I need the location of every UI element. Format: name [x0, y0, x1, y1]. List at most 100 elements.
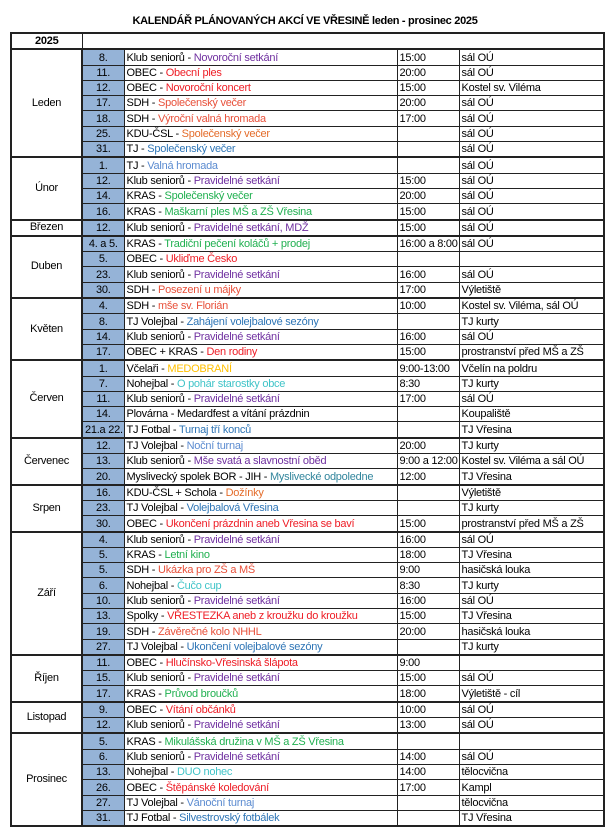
event-title: Turnaj tří konců [178, 423, 251, 436]
place-cell: TJ kurty [458, 499, 605, 517]
organizer: TJ Volejbal [126, 640, 178, 653]
time-cell [396, 125, 460, 143]
event-cell: OBEC - Vítání občánků [123, 700, 398, 719]
place-cell: TJ kurty [458, 436, 605, 455]
time-cell [396, 141, 460, 158]
organizer: Klub seniorů [126, 719, 185, 732]
event-title: Maškarní ples MŠ a ZŠ Vřesina [164, 205, 313, 218]
event-row: 17. KRAS - Průvod broučků 18:00 Výletiště -… [11, 685, 605, 703]
event-title: Myslivecké odpoledne [269, 470, 374, 483]
place-cell: Kostel sv. Viléma [458, 79, 605, 97]
organizer: Klub seniorů [126, 393, 185, 406]
day-cell: 12. [81, 218, 125, 237]
organizer: Klub seniorů [126, 221, 185, 234]
place-cell: sál OÚ [458, 187, 605, 205]
event-cell: KRAS - Maškarní ples MŠ a ZŠ Vřesina [123, 203, 398, 221]
event-row: 30. OBEC - Ukončení prázdnin aneb Vřesina… [11, 515, 605, 532]
organizer: TJ Volejbal [126, 502, 178, 515]
time-cell: 12:00 [396, 468, 460, 486]
event-cell: Klub seniorů - Pravidelné setkání [123, 670, 398, 687]
event-title: Mikulášská družina v MŠ a ZŠ Vřesina [164, 735, 345, 748]
event-cell: Spolky - VŘESTEZKA aneb z kroužku do kro… [123, 607, 398, 625]
place-cell: sál OÚ [458, 670, 605, 687]
event-row: Leden 8. Klub seniorů - Novoroční setkání 1… [10, 48, 605, 158]
event-row: 31. TJ Fotbal - Silvestrovský fotbálek TJ … [11, 809, 605, 827]
time-cell: 14:00 [396, 748, 460, 765]
day-cell: 27. [81, 794, 125, 811]
event-cell: Myslivecký spolek BOR - JIH - Myslivecké… [123, 468, 398, 486]
place-cell: sál OÚ [458, 141, 605, 158]
place-cell: TJ kurty [458, 577, 605, 594]
day-cell: 5. [81, 562, 125, 579]
place-cell: prostranství před MŠ a ZŠ [458, 343, 605, 361]
organizer: KRAS [126, 549, 156, 562]
day-cell: 23. [81, 499, 125, 517]
month-cell: Červenec [10, 436, 83, 486]
day-cell: 8. [81, 48, 125, 66]
events-calendar-table: 2025 Leden 8. Klub seniorů - Novoroční set… [10, 32, 605, 828]
event-cell: TJ Volejbal - Noční turnaj [123, 436, 398, 455]
month-cell: Únor [10, 156, 83, 221]
place-cell: sál OÚ [458, 172, 605, 189]
time-cell [396, 638, 460, 656]
event-cell: TJ Fotbal - Turnaj tří konců [123, 421, 398, 439]
day-cell: 7. [81, 375, 125, 392]
event-cell: Nohejbal - O pohár starostky obce [123, 375, 398, 392]
event-title: Pravidelné setkání [193, 719, 280, 732]
organizer: OBEC [126, 781, 157, 794]
time-cell [396, 251, 460, 268]
event-title: Výroční valná hromada [158, 112, 266, 125]
time-cell [396, 156, 460, 174]
organizer: TJ [126, 143, 142, 156]
day-cell: 9. [81, 700, 125, 719]
event-row: 19. SDH - Závěrečné kolo NHHL 20:00 hasičsk… [11, 623, 605, 640]
place-cell: tělocvična [458, 763, 605, 781]
time-cell: 18:00 [396, 685, 460, 703]
organizer: KRAS [126, 205, 156, 218]
organizer: SDH [126, 564, 150, 577]
event-cell: KRAS - Společenský večer [123, 187, 398, 205]
place-cell: TJ kurty [458, 375, 605, 392]
event-title: Ukončení prázdnin aneb Vřesina se baví [165, 517, 355, 530]
organizer: KDU-ČSL + Schola [126, 486, 217, 499]
event-title: Hlučínsko-Vřesinská šlápota [165, 657, 298, 670]
day-cell: 10. [81, 592, 125, 609]
organizer: Klub seniorů [126, 455, 185, 468]
event-cell: SDH - Posezení u májky [123, 281, 398, 299]
event-row: 14. Plovárna - Medardfest a vítání prázdn… [11, 406, 605, 423]
event-cell: KDU-ČSL - Společenský večer [123, 125, 398, 143]
event-cell: Klub seniorů - Pravidelné setkání [123, 172, 398, 189]
event-cell: Klub seniorů - Pravidelné setkání, MDŽ [123, 218, 398, 237]
organizer: OBEC [126, 253, 157, 266]
event-title: Pravidelné setkání [193, 750, 280, 763]
place-cell: sál OÚ [458, 203, 605, 221]
time-cell: 13:00 [396, 717, 460, 734]
day-cell: 16. [81, 203, 125, 221]
time-cell: 15:00 [396, 203, 460, 221]
place-cell: sál OÚ [458, 592, 605, 609]
event-title: Štěpánské koledování [165, 781, 270, 794]
organizer: KDU-ČSL [126, 128, 173, 141]
day-cell: 26. [81, 779, 125, 796]
event-cell: Klub seniorů - Novoroční setkání [123, 48, 398, 66]
place-cell: Kostel sv. Viléma a sál OÚ [458, 453, 605, 470]
day-cell: 14. [81, 328, 125, 345]
day-cell: 13. [81, 607, 125, 625]
time-cell: 16:00 [396, 266, 460, 283]
event-row: 13. Klub seniorů - Mše svatá a slavnostní… [11, 453, 605, 470]
place-cell: sál OÚ [458, 266, 605, 283]
day-cell: 14. [81, 406, 125, 423]
organizer: Klub seniorů [126, 174, 185, 187]
event-row: 23. TJ Volejbal - Volejbalová Vřesina TJ k… [11, 499, 605, 517]
event-cell: OBEC - Obecní ples [123, 64, 398, 81]
event-title: Pravidelné setkání [193, 672, 280, 685]
month-cell: Prosinec [10, 732, 83, 827]
day-cell: 17. [81, 685, 125, 703]
place-cell: sál OÚ [458, 748, 605, 765]
month-cell: Červen [10, 359, 83, 439]
event-title: Ukliďme Česko [165, 253, 238, 266]
event-row: 23. Klub seniorů - Pravidelné setkání 16:0… [11, 266, 605, 283]
time-cell: 9:00 [396, 562, 460, 579]
place-cell: TJ kurty [458, 638, 605, 656]
time-cell [396, 421, 460, 439]
